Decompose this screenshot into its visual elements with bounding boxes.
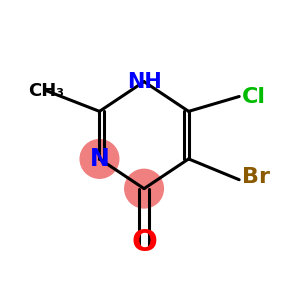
Text: N: N — [90, 147, 109, 171]
Circle shape — [80, 140, 119, 178]
Text: NH: NH — [127, 72, 161, 92]
Circle shape — [125, 169, 164, 208]
Text: O: O — [131, 228, 157, 256]
Text: CH₃: CH₃ — [28, 82, 64, 100]
Text: Cl: Cl — [242, 86, 266, 106]
Text: Br: Br — [242, 167, 270, 187]
